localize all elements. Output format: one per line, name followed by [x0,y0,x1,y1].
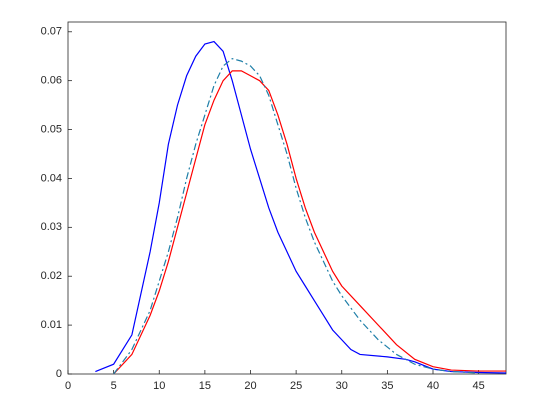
x-tick-label: 25 [290,380,302,392]
y-tick-label: 0.07 [41,26,62,38]
line-series [95,40,507,374]
x-tick-label: 45 [473,380,485,392]
x-tick-label: 20 [244,380,256,392]
axes-box [67,21,507,375]
x-tick-label: 5 [111,380,117,392]
line-series [113,58,479,375]
y-tick-label: 0.04 [41,172,62,184]
y-tick-label: 0.03 [41,221,62,233]
x-tick-label: 35 [381,380,393,392]
x-tick-label: 40 [427,380,439,392]
y-tick-label: 0.06 [41,75,62,87]
line-series [113,70,506,375]
y-tick-label: 0.05 [41,123,62,135]
y-tick-label: 0 [56,368,62,380]
y-tick-label: 0.02 [41,270,62,282]
x-tick-label: 0 [65,380,71,392]
x-tick-label: 15 [199,380,211,392]
y-tick-label: 0.01 [41,319,62,331]
x-tick-label: 10 [153,380,165,392]
x-tick-label: 30 [336,380,348,392]
